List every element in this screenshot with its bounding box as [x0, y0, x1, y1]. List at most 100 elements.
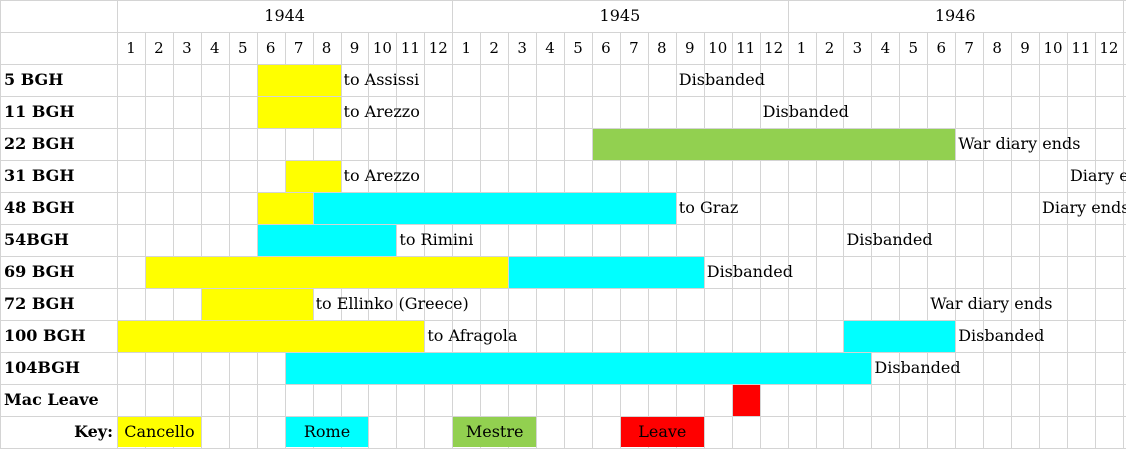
month-label: 5: [908, 39, 919, 57]
year-label: 1946: [934, 6, 976, 25]
grid-line-horizontal: [0, 352, 1126, 353]
year-label: 1944: [264, 6, 305, 25]
grid-line-horizontal: [0, 96, 1126, 97]
row-note: to Graz: [678, 198, 739, 217]
row-note: to Rimini: [399, 230, 474, 249]
grid-line-horizontal: [0, 384, 1126, 385]
bar-rome: [285, 353, 872, 384]
row-note: Diary end: [1069, 166, 1126, 185]
row-label: 31 BGH: [4, 166, 75, 185]
month-label: 3: [852, 39, 863, 57]
row-label: 100 BGH: [4, 326, 86, 345]
bar-cancello: [118, 321, 425, 352]
month-label: 11: [1071, 39, 1091, 57]
grid-line-vertical: [424, 32, 425, 448]
month-label: 7: [629, 39, 639, 57]
grid-line-vertical: [704, 32, 705, 448]
bar-cancello: [201, 289, 313, 320]
bar-rome: [313, 193, 676, 224]
month-label: 9: [1020, 39, 1030, 57]
row-note: to Afragola: [427, 326, 518, 345]
month-label: 11: [736, 39, 756, 57]
month-label: 1: [461, 39, 471, 57]
bar-cancello: [257, 97, 341, 128]
month-label: 11: [400, 39, 420, 57]
month-label: 4: [545, 39, 555, 57]
grid-line-horizontal: [0, 64, 1126, 65]
key-swatch-cancello: Cancello: [118, 417, 201, 447]
grid-line-vertical: [508, 32, 509, 448]
bar-rome: [509, 257, 704, 288]
row-note: Diary ends: [1042, 198, 1126, 217]
grid-line-vertical: [145, 32, 146, 448]
grid-line-vertical: [396, 32, 397, 448]
grid-line-vertical: [927, 32, 928, 448]
month-label: 10: [372, 39, 392, 57]
grid-line-vertical: [676, 32, 677, 448]
bar-leave: [732, 385, 760, 416]
row-note: to Assissi: [343, 70, 420, 89]
bar-rome: [844, 321, 956, 352]
row-note: Disbanded: [846, 230, 933, 249]
grid-line-vertical: [899, 32, 900, 448]
bar-rome: [257, 225, 397, 256]
key-swatch-mestre: Mestre: [453, 417, 537, 447]
row-note: to Arezzo: [343, 166, 420, 185]
month-label: 7: [964, 39, 974, 57]
grid-line-vertical: [983, 32, 984, 448]
row-label: 22 BGH: [4, 134, 75, 153]
grid-line-horizontal: [0, 160, 1126, 161]
month-label: 3: [182, 39, 192, 57]
grid-line-vertical: [564, 32, 565, 448]
grid-line-vertical: [1011, 32, 1012, 448]
row-label: 104BGH: [4, 358, 80, 377]
grid-line-horizontal: [0, 32, 1126, 33]
grid-line-horizontal: [0, 224, 1126, 225]
grid-line-horizontal: [0, 192, 1126, 193]
grid-line-horizontal: [0, 256, 1126, 257]
key-label: Key:: [74, 422, 113, 441]
row-label: Mac Leave: [4, 390, 99, 409]
bar-cancello: [285, 161, 341, 192]
month-label: 7: [293, 39, 304, 57]
grid-line-horizontal: [0, 288, 1126, 289]
month-label: 1: [126, 39, 136, 57]
month-label: 2: [154, 39, 164, 57]
grid-line-vertical: [1067, 32, 1068, 448]
row-label: 48 BGH: [4, 198, 75, 217]
month-label: 8: [992, 39, 1002, 57]
grid-line-vertical: [592, 32, 593, 448]
month-label: 5: [573, 39, 583, 57]
year-label: 1945: [599, 6, 641, 25]
grid-line-vertical: [732, 32, 733, 448]
month-label: 3: [517, 39, 527, 57]
grid-line-horizontal: [0, 0, 1126, 1]
month-label: 10: [708, 39, 728, 57]
grid-line-vertical: [536, 32, 537, 448]
month-label: 1: [796, 39, 807, 57]
row-note: Disbanded: [958, 326, 1045, 345]
grid-line-vertical: [955, 32, 956, 448]
month-label: 9: [349, 39, 360, 57]
row-note: Disbanded: [762, 102, 849, 121]
grid-line-vertical: [620, 32, 621, 448]
row-note: Disbanded: [706, 262, 793, 281]
key-swatch-rome: Rome: [285, 417, 369, 447]
grid-line-horizontal: [0, 416, 1126, 417]
row-note: War diary ends: [958, 134, 1081, 153]
grid-line-vertical: [1039, 32, 1040, 448]
grid-line-vertical: [648, 32, 649, 448]
grid-line-vertical: [871, 32, 872, 448]
bar-cancello: [257, 193, 313, 224]
row-label: 5 BGH: [4, 70, 64, 89]
row-note: to Arezzo: [343, 102, 420, 121]
month-label: 6: [601, 39, 611, 57]
month-label: 8: [321, 39, 332, 57]
grid-line-vertical: [760, 32, 761, 448]
row-label: 72 BGH: [4, 294, 75, 313]
month-label: 8: [657, 39, 667, 57]
month-label: 9: [684, 39, 695, 57]
grid-line-vertical: [257, 32, 258, 448]
row-label: 11 BGH: [4, 102, 75, 121]
